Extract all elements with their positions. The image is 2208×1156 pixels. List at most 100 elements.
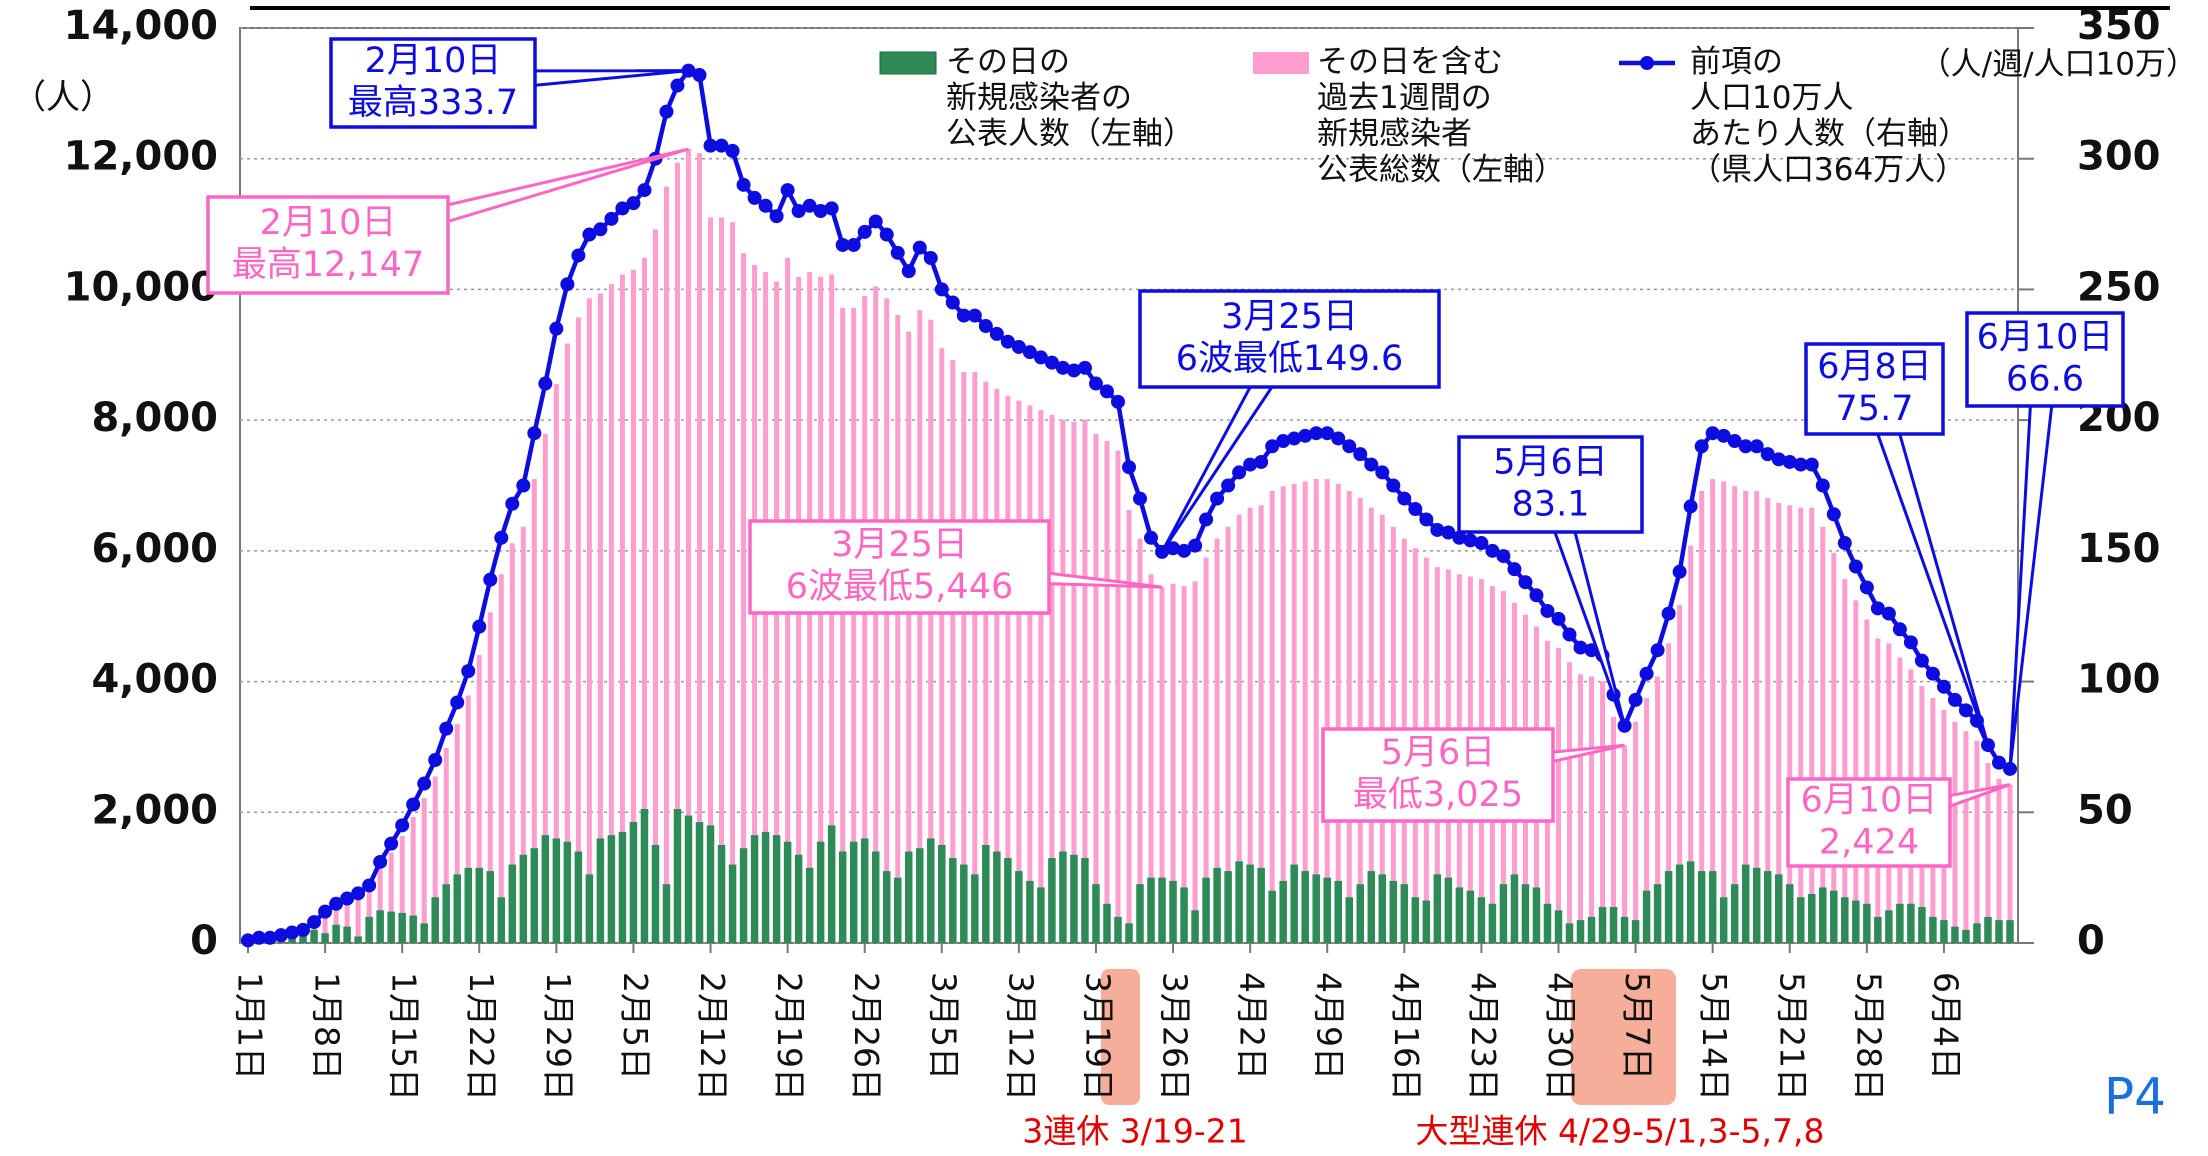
bar	[508, 864, 517, 943]
bar	[741, 253, 747, 944]
y2-tick-label: 100	[2077, 657, 2161, 703]
bar	[1346, 490, 1352, 943]
y2-tick-label: 150	[2077, 526, 2161, 572]
line-marker	[1110, 394, 1125, 409]
bar	[1246, 864, 1254, 943]
bar	[332, 924, 340, 943]
line-marker	[967, 308, 982, 323]
bar	[1356, 884, 1365, 943]
bar	[884, 298, 890, 943]
bar	[465, 695, 471, 943]
callout-line: 3月25日	[1221, 297, 1358, 337]
bar	[288, 936, 296, 943]
legend-line: 人口10万人	[1690, 80, 1853, 116]
callout-line: 6月10日	[1801, 781, 1938, 821]
bar	[1202, 877, 1210, 943]
line-marker	[1749, 439, 1764, 454]
line-marker	[1694, 439, 1709, 454]
line-marker	[1199, 512, 1214, 527]
bar	[498, 574, 504, 943]
bar	[321, 933, 329, 943]
y-tick-label: 14,000	[64, 3, 218, 49]
bar	[917, 310, 923, 943]
line-marker	[1364, 457, 1379, 472]
line-marker	[956, 308, 971, 323]
bar	[1600, 681, 1606, 943]
callout-text: 2月10日最高12,147	[232, 203, 424, 285]
line-marker	[1991, 755, 2006, 770]
note: 3連休 3/19-21	[1022, 1112, 1248, 1151]
bar	[1730, 884, 1739, 943]
bar	[1952, 721, 1958, 943]
bar	[1984, 916, 1992, 943]
bar	[476, 655, 482, 943]
bar	[1841, 897, 1849, 943]
bar	[366, 890, 372, 943]
bar	[2007, 784, 2013, 943]
line-marker	[1738, 439, 1753, 454]
line-marker	[1683, 499, 1698, 514]
line-marker	[758, 198, 773, 213]
bar	[750, 835, 759, 943]
line-marker	[1000, 334, 1015, 349]
bar	[719, 217, 725, 943]
bar	[816, 841, 825, 943]
bar	[1312, 874, 1320, 943]
line-marker	[1463, 533, 1478, 548]
page-label: P4	[2104, 1068, 2166, 1126]
x-tick-label: 4月9日	[1310, 972, 1349, 1080]
bar	[695, 822, 704, 943]
bar	[1675, 864, 1684, 943]
y-axis-label: （人）	[12, 78, 114, 118]
bar	[1170, 583, 1176, 943]
bar	[1853, 600, 1859, 943]
bar	[542, 433, 548, 943]
line-marker	[1265, 439, 1280, 454]
bar	[906, 331, 912, 943]
line-marker	[1166, 541, 1181, 556]
bar	[1125, 923, 1133, 943]
line-marker	[1914, 653, 1929, 668]
bar	[1313, 479, 1319, 943]
bar	[838, 851, 847, 943]
bar	[1147, 877, 1155, 943]
bar	[354, 936, 362, 943]
bar	[376, 910, 384, 943]
bar	[1203, 557, 1209, 943]
bar	[960, 864, 968, 943]
bar	[475, 867, 484, 943]
x-tick-label: 4月30日	[1541, 972, 1580, 1101]
line-marker	[593, 222, 608, 237]
line-marker	[296, 922, 311, 937]
bar	[794, 854, 803, 943]
bar	[1631, 920, 1640, 943]
bar	[1148, 574, 1154, 943]
y-tick-label: 12,000	[64, 134, 218, 180]
bar	[1389, 880, 1398, 943]
x-tick-label: 2月26日	[847, 972, 886, 1101]
line-marker	[659, 104, 674, 119]
line-marker	[1077, 360, 1092, 375]
bar	[1885, 910, 1893, 943]
bar	[464, 867, 472, 943]
callout-line: 75.7	[1836, 389, 1914, 429]
line-marker	[670, 78, 685, 93]
bar	[1852, 900, 1860, 943]
bar	[1192, 581, 1198, 943]
line-marker	[516, 478, 531, 493]
line-marker	[1947, 692, 1962, 707]
plot-area	[239, 27, 2034, 953]
legend-swatch	[879, 51, 937, 75]
callout-text: 2月10日最高333.7	[348, 41, 518, 123]
callout-line: 6波最低149.6	[1176, 339, 1403, 379]
bar	[783, 841, 792, 943]
bar	[443, 747, 449, 943]
bar	[1048, 858, 1056, 943]
bar	[1598, 907, 1607, 943]
line-marker	[285, 925, 300, 940]
line-marker	[472, 619, 487, 634]
bar	[1114, 916, 1122, 943]
line-marker	[692, 68, 707, 83]
line-marker	[439, 721, 454, 736]
bar	[916, 848, 924, 943]
